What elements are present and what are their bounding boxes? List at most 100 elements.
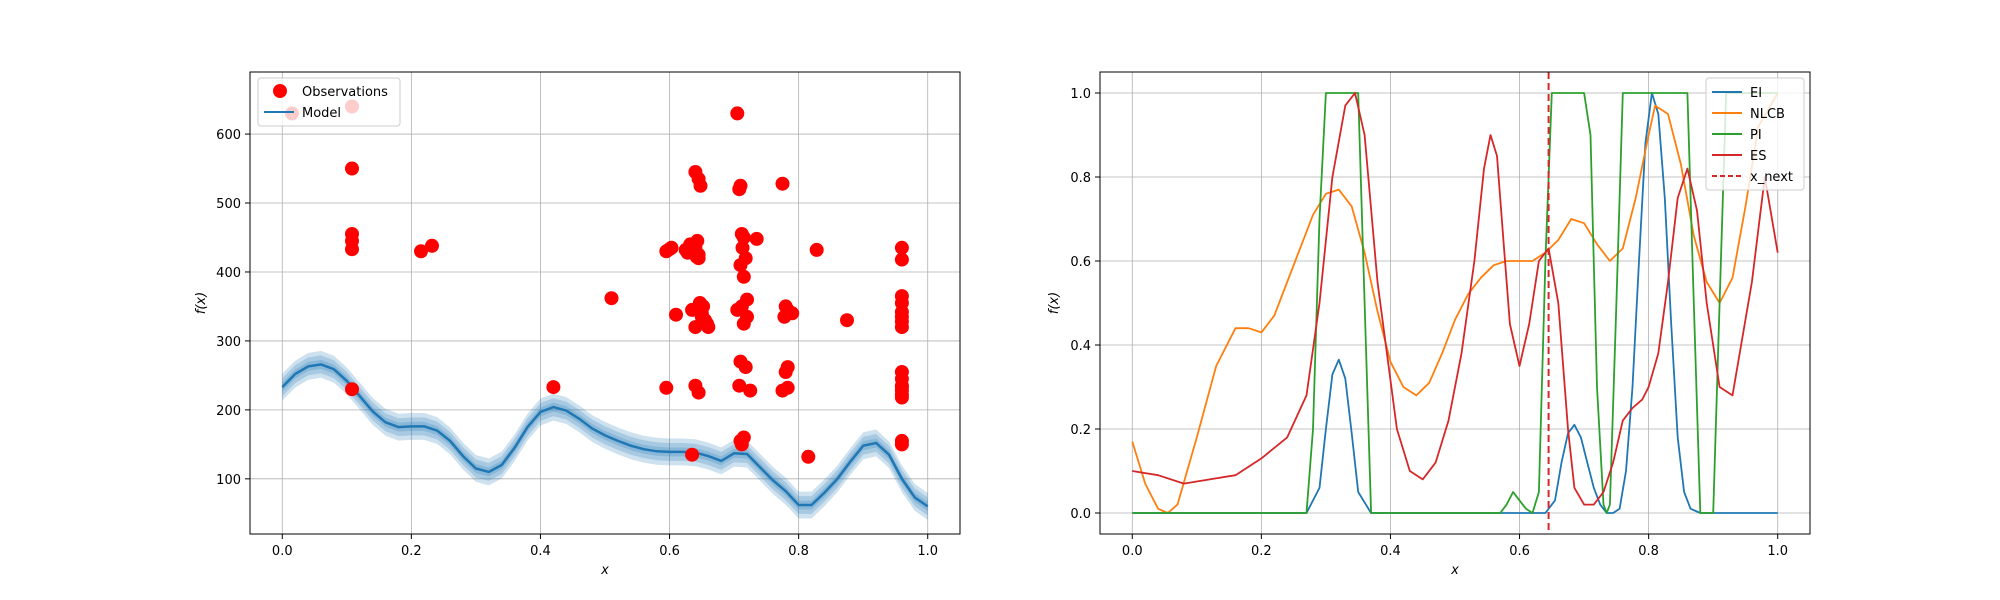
observation-point (749, 231, 764, 246)
model-mean-line-group (281, 363, 929, 508)
left-x-tick-label: 0.0 (272, 544, 293, 559)
right-x-tick-label: 0.8 (1638, 544, 1659, 559)
left-plot-frame (249, 71, 961, 535)
acq-line-es (1132, 92, 1779, 506)
right-plot-frame (1099, 71, 1811, 535)
observation-point (546, 380, 561, 395)
observation-point (696, 299, 711, 314)
right-y-tick-label: 1.0 (1070, 87, 1091, 102)
right-x-axis-label: x (1450, 563, 1459, 578)
left-y-tick-label: 400 (216, 266, 241, 281)
acquisition-functions-panel: 0.0 0.2 0.4 0.6 0.8 1.0 0.0 0.2 0.4 0.6 0.8 1.0 x f… (1047, 71, 1811, 578)
left-x-tick-label: 0.8 (788, 544, 809, 559)
left-axis-ticks: 0.0 0.2 0.4 0.6 0.8 1.0 100 200 300 400 500 600 (216, 128, 938, 559)
left-y-tick-label: 600 (216, 128, 241, 143)
right-y-tick-label: 0.2 (1070, 423, 1091, 438)
left-y-tick-label: 200 (216, 404, 241, 419)
observation-point (688, 320, 703, 335)
left-y-tick-label: 500 (216, 197, 241, 212)
left-legend: Observations Model (257, 77, 401, 127)
left-x-tick-label: 0.4 (530, 544, 551, 559)
right-x-tick-label: 0.0 (1122, 544, 1143, 559)
observation-point (736, 230, 751, 245)
left-x-axis-label: x (600, 563, 609, 578)
observation-point (736, 269, 751, 284)
right-y-tick-label: 0.4 (1070, 339, 1091, 354)
right-axis-ticks: 0.0 0.2 0.4 0.6 0.8 1.0 0.0 0.2 0.4 0.6 0.8 1.0 (1070, 87, 1788, 559)
observation-point (659, 380, 674, 395)
right-y-tick-label: 0.8 (1070, 171, 1091, 186)
right-legend: EI NLCB PI ES x_next (1705, 77, 1805, 191)
observation-point (732, 378, 747, 393)
left-x-tick-label: 0.6 (659, 544, 680, 559)
observation-point (733, 258, 748, 273)
observation-point (701, 320, 716, 335)
acquisition-lines (1131, 92, 1779, 514)
observation-point (743, 383, 758, 398)
observation-point (809, 242, 824, 257)
observation-point (730, 302, 745, 317)
right-x-tick-label: 0.6 (1509, 544, 1530, 559)
observation-point (685, 302, 700, 317)
observation-point (801, 449, 816, 464)
right-x-tick-label: 1.0 (1767, 544, 1788, 559)
acq-line-pi (1132, 92, 1778, 514)
observation-point (840, 313, 854, 328)
observation-point (345, 161, 359, 176)
model-mean-line (281, 363, 929, 508)
observation-point (775, 176, 790, 191)
left-y-tick-label: 300 (216, 335, 241, 350)
left-grid (250, 72, 960, 534)
legend-observations-marker (273, 84, 287, 98)
right-y-tick-label: 0.0 (1070, 507, 1091, 522)
observation-point (894, 320, 909, 335)
right-y-axis-label: f(x) (1047, 292, 1062, 314)
left-y-tick-label: 100 (216, 473, 241, 488)
observation-point (738, 360, 753, 375)
right-legend-box (1705, 77, 1805, 191)
observation-point (732, 182, 747, 197)
observation-point (778, 365, 793, 379)
right-y-tick-label: 0.6 (1070, 255, 1091, 270)
observation-point (691, 251, 706, 266)
legend-ei-label: EI (1750, 86, 1762, 101)
observation-point (685, 447, 700, 462)
observation-point (730, 106, 745, 121)
left-x-tick-label: 0.2 (401, 544, 422, 559)
observation-point (414, 244, 428, 259)
observation-point (690, 233, 705, 248)
left-legend-box (257, 77, 401, 127)
observation-point (736, 316, 751, 331)
observation-point (669, 307, 683, 322)
observation-point (664, 240, 679, 255)
observation-point (894, 437, 909, 452)
legend-model-label: Model (302, 106, 341, 121)
legend-es-label: ES (1750, 149, 1766, 164)
legend-observations-label: Observations (302, 85, 388, 100)
left-y-axis-label: f(x) (194, 292, 209, 314)
legend-pi-label: PI (1750, 128, 1762, 143)
observation-point (345, 382, 359, 397)
observations-model-panel: 0.0 0.2 0.4 0.6 0.8 1.0 100 200 300 400 500 600 x f… (194, 71, 961, 578)
observation-point (775, 383, 790, 398)
observations-points (285, 99, 909, 464)
right-x-tick-label: 0.4 (1380, 544, 1401, 559)
legend-x-next-label: x_next (1750, 170, 1793, 185)
observation-point (345, 242, 359, 257)
observation-point (894, 252, 909, 267)
acq-line-nlcb (1131, 92, 1779, 514)
observation-point (734, 437, 749, 452)
observation-point (694, 309, 709, 324)
observation-point (785, 306, 800, 321)
observation-point (691, 385, 706, 400)
observation-point (425, 238, 439, 253)
observation-point (604, 291, 619, 306)
right-x-tick-label: 0.2 (1251, 544, 1272, 559)
legend-nlcb-label: NLCB (1750, 107, 1785, 122)
observation-point (894, 240, 909, 255)
observation-point (894, 390, 909, 405)
observation-point (693, 178, 708, 193)
left-x-tick-label: 1.0 (917, 544, 938, 559)
acq-line-ei (1132, 92, 1778, 514)
